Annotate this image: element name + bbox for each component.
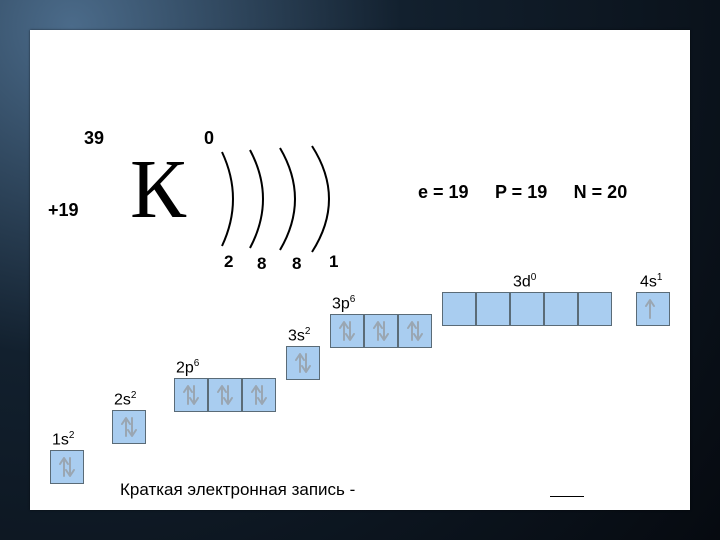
- atomic-number: +19: [48, 200, 79, 221]
- orbital-box: [330, 314, 364, 348]
- element-symbol: К: [130, 148, 186, 232]
- orbital-row-3p: [330, 314, 432, 348]
- electron-shells: [210, 144, 370, 254]
- content-card: 39 0 +19 К 2 8 8 1 e = 19 P = 19 N = 20 …: [30, 30, 690, 510]
- shell-count-4: 1: [329, 252, 338, 272]
- orbital-box: [398, 314, 432, 348]
- footer-blank-line: [550, 496, 584, 497]
- orbital-box: [578, 292, 612, 326]
- orbital-box: [286, 346, 320, 380]
- shell-count-2: 8: [257, 254, 266, 274]
- orbital-label-3d: 3d0: [513, 272, 536, 291]
- orbital-row-2s: [112, 410, 146, 444]
- orbital-box: [544, 292, 578, 326]
- orbital-box: [242, 378, 276, 412]
- orbital-box: [208, 378, 242, 412]
- particle-counts: e = 19 P = 19 N = 20: [418, 182, 649, 203]
- orbital-label-1s: 1s2: [52, 430, 74, 449]
- orbital-label-3p: 3p6: [332, 294, 355, 313]
- proton-count: P = 19: [495, 182, 547, 202]
- orbital-label-4s: 4s1: [640, 272, 662, 291]
- orbital-row-3s: [286, 346, 320, 380]
- orbital-box: [510, 292, 544, 326]
- shell-count-1: 2: [224, 252, 233, 272]
- orbital-label-3s: 3s2: [288, 326, 310, 345]
- orbital-label-2p: 2p6: [176, 358, 199, 377]
- orbital-box: [636, 292, 670, 326]
- orbital-box: [442, 292, 476, 326]
- orbital-label-2s: 2s2: [114, 390, 136, 409]
- orbital-box: [174, 378, 208, 412]
- shell-count-3: 8: [292, 254, 301, 274]
- orbital-box: [364, 314, 398, 348]
- orbital-row-3d: [442, 292, 612, 326]
- mass-number: 39: [84, 128, 104, 149]
- footer-text: Краткая электронная запись -: [120, 480, 355, 500]
- orbital-box: [50, 450, 84, 484]
- orbital-row-4s: [636, 292, 670, 326]
- neutron-count: N = 20: [574, 182, 628, 202]
- orbital-row-1s: [50, 450, 84, 484]
- electron-count: e = 19: [418, 182, 469, 202]
- orbital-box: [112, 410, 146, 444]
- orbital-box: [476, 292, 510, 326]
- orbital-row-2p: [174, 378, 276, 412]
